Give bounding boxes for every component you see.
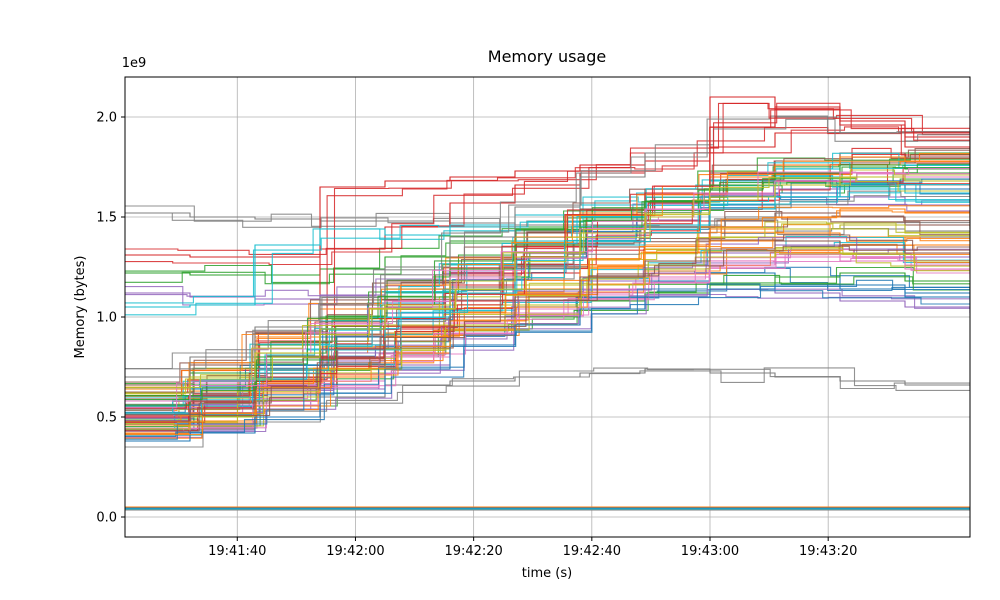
x-tick-label: 19:42:40	[563, 544, 621, 559]
series-line-28	[125, 116, 970, 378]
chart-title: Memory usage	[488, 47, 606, 66]
y-axis-label: Memory (bytes)	[73, 256, 88, 359]
x-tick-label: 19:41:40	[208, 544, 266, 559]
series-line-26	[125, 283, 970, 440]
y-axis-offset-label: 1e9	[122, 56, 147, 71]
series-line-8	[125, 276, 970, 428]
series-line-29	[125, 109, 970, 422]
series-line-35	[125, 169, 970, 395]
series-line-28	[125, 115, 970, 370]
series-line-22	[125, 249, 970, 432]
series-line-26	[125, 284, 970, 442]
series-line-13	[125, 367, 970, 448]
x-tick-label: 19:42:00	[326, 544, 384, 559]
series-line-11	[125, 210, 970, 409]
series-line-31	[125, 184, 970, 416]
series-line-35	[125, 177, 970, 388]
x-tick-label: 19:43:00	[681, 544, 739, 559]
y-tick-label: 2.0	[96, 111, 117, 126]
series-line-32	[125, 240, 970, 422]
series-line-31	[125, 188, 970, 414]
series-line-22	[125, 257, 970, 430]
series-line-32	[125, 245, 970, 417]
series-line-13	[125, 367, 970, 429]
x-tick-label: 19:43:20	[799, 544, 857, 559]
y-tick-label: 0.5	[96, 411, 117, 426]
plot-area-border	[124, 76, 971, 538]
series-line-31	[125, 182, 970, 414]
series-line-24	[125, 248, 970, 430]
x-axis-label: time (s)	[522, 566, 572, 581]
series-line-24	[125, 247, 970, 430]
series-line-25	[125, 152, 970, 389]
axes-layer: 19:41:40 19:42:00 19:42:20 19:42:40 19:43:00…	[96, 111, 857, 560]
series-layer	[125, 96, 970, 511]
series-line-30	[125, 205, 970, 423]
y-tick-label: 1.0	[96, 311, 117, 326]
series-line-28	[125, 118, 970, 370]
series-line-34	[125, 168, 970, 409]
series-line-26	[125, 279, 970, 438]
series-line-35	[125, 176, 970, 394]
y-tick-label: 1.5	[96, 211, 117, 226]
y-tick-label: 0.0	[96, 511, 117, 526]
series-line-2	[125, 126, 970, 266]
x-tick-label: 19:42:20	[444, 544, 502, 559]
